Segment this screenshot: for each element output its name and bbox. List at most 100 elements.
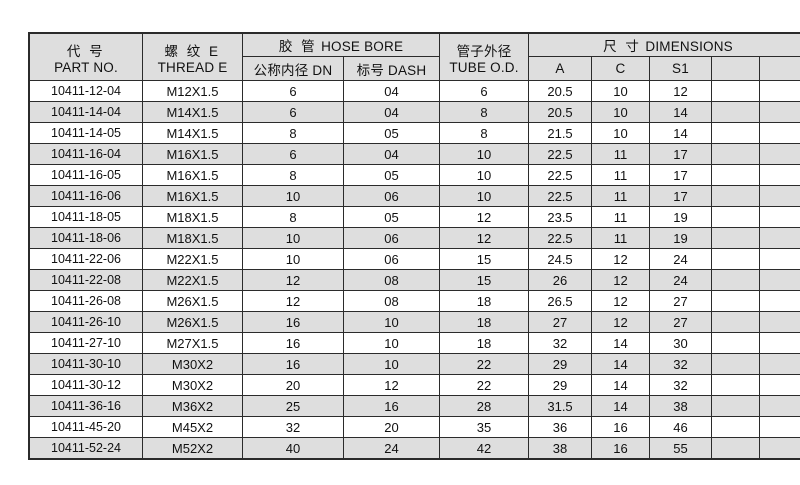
cell-dim-extra-1 [711, 206, 761, 228]
cell-dim-c: 12 [591, 290, 651, 312]
cell-part: 10411-14-04 [29, 101, 143, 123]
cell-dim-s1: 19 [649, 206, 713, 228]
header-part-no: 代 号 PART NO. [29, 33, 143, 81]
cell-tube: 18 [439, 290, 530, 312]
cell-dn: 40 [242, 437, 344, 459]
cell-tube: 18 [439, 332, 530, 354]
cell-dim-extra-2 [759, 332, 800, 354]
cell-dn: 16 [242, 311, 344, 333]
header-dim-a: A [528, 56, 593, 81]
specification-table: 代 号 PART NO. 螺 纹 E THREAD E 胶 管 HOSE BOR… [27, 32, 800, 460]
cell-dim-c: 16 [591, 416, 651, 438]
cell-dash: 16 [342, 395, 441, 417]
cell-dim-s1: 32 [649, 374, 713, 396]
cell-dn: 8 [242, 206, 344, 228]
cell-dim-extra-2 [759, 269, 800, 291]
cell-dash: 05 [342, 122, 441, 144]
header-hose-bore-en: HOSE BORE [321, 39, 404, 54]
cell-dim-a: 26.5 [528, 290, 593, 312]
cell-dash: 06 [342, 185, 441, 207]
cell-dash: 10 [342, 353, 441, 375]
header-thread: 螺 纹 E THREAD E [142, 33, 243, 81]
cell-dim-s1: 19 [649, 227, 713, 249]
cell-dn: 6 [242, 101, 344, 123]
cell-dn: 10 [242, 248, 344, 270]
cell-dn: 32 [242, 416, 344, 438]
cell-dash: 12 [342, 374, 441, 396]
cell-dim-a: 24.5 [528, 248, 593, 270]
cell-dim-extra-1 [711, 248, 761, 270]
cell-dim-extra-2 [759, 416, 800, 438]
cell-dim-c: 12 [591, 248, 651, 270]
header-thread-en: THREAD E [157, 59, 228, 75]
cell-part: 10411-30-12 [29, 374, 143, 396]
cell-dim-extra-1 [711, 311, 761, 333]
cell-tube: 18 [439, 311, 530, 333]
table-row: 10411-27-10 M27X1.5 16 10 18 32 14 30 [29, 332, 800, 354]
cell-dim-extra-2 [759, 248, 800, 270]
table-row: 10411-22-08 M22X1.5 12 08 15 26 12 24 [29, 269, 800, 291]
cell-dim-extra-1 [711, 185, 761, 207]
cell-dash: 05 [342, 164, 441, 186]
header-dn-cn: 公称内径 [253, 62, 309, 78]
table-row: 10411-36-16 M36X2 25 16 28 31.5 14 38 [29, 395, 800, 417]
table-row: 10411-16-04 M16X1.5 6 04 10 22.5 11 17 [29, 143, 800, 165]
cell-dim-a: 36 [528, 416, 593, 438]
cell-dim-extra-2 [759, 164, 800, 186]
cell-dim-c: 14 [591, 395, 651, 417]
cell-dash: 06 [342, 227, 441, 249]
cell-dash: 24 [342, 437, 441, 459]
cell-dim-a: 31.5 [528, 395, 593, 417]
cell-dim-c: 11 [591, 227, 651, 249]
cell-dash: 20 [342, 416, 441, 438]
header-part-no-en: PART NO. [54, 59, 118, 75]
cell-dim-extra-1 [711, 353, 761, 375]
cell-dim-s1: 32 [649, 353, 713, 375]
cell-tube: 8 [439, 122, 530, 144]
cell-thread: M52X2 [142, 437, 243, 459]
cell-dim-c: 12 [591, 269, 651, 291]
header-tube-od: 管子外径 TUBE O.D. [439, 33, 530, 81]
cell-part: 10411-30-10 [29, 353, 143, 375]
cell-dim-a: 21.5 [528, 122, 593, 144]
cell-dim-extra-1 [711, 374, 761, 396]
cell-tube: 10 [439, 185, 530, 207]
cell-thread: M16X1.5 [142, 185, 243, 207]
header-dimensions-en: DIMENSIONS [645, 39, 733, 54]
cell-thread: M16X1.5 [142, 164, 243, 186]
table-row: 10411-30-12 M30X2 20 12 22 29 14 32 [29, 374, 800, 396]
cell-dim-a: 20.5 [528, 80, 593, 102]
cell-dn: 12 [242, 269, 344, 291]
cell-part: 10411-16-04 [29, 143, 143, 165]
cell-dim-s1: 14 [649, 101, 713, 123]
cell-thread: M45X2 [142, 416, 243, 438]
cell-dim-extra-1 [711, 332, 761, 354]
cell-tube: 42 [439, 437, 530, 459]
cell-dim-a: 22.5 [528, 164, 593, 186]
cell-dash: 05 [342, 206, 441, 228]
cell-dim-extra-2 [759, 101, 800, 123]
table-row: 10411-18-05 M18X1.5 8 05 12 23.5 11 19 [29, 206, 800, 228]
cell-part: 10411-36-16 [29, 395, 143, 417]
cell-dim-extra-1 [711, 164, 761, 186]
cell-dim-extra-2 [759, 311, 800, 333]
cell-dim-s1: 17 [649, 185, 713, 207]
table-row: 10411-12-04 M12X1.5 6 04 6 20.5 10 12 [29, 80, 800, 102]
header-dim-c: C [591, 56, 651, 81]
cell-dim-a: 22.5 [528, 143, 593, 165]
table-row: 10411-26-08 M26X1.5 12 08 18 26.5 12 27 [29, 290, 800, 312]
header-tube-od-en: TUBE O.D. [449, 59, 519, 75]
cell-dim-extra-1 [711, 290, 761, 312]
cell-part: 10411-16-05 [29, 164, 143, 186]
cell-dim-c: 12 [591, 311, 651, 333]
header-dn: 公称内径 DN [242, 56, 344, 81]
cell-dim-extra-1 [711, 437, 761, 459]
cell-part: 10411-14-05 [29, 122, 143, 144]
table-row: 10411-52-24 M52X2 40 24 42 38 16 55 [29, 437, 800, 459]
cell-part: 10411-12-04 [29, 80, 143, 102]
table-body: 10411-12-04 M12X1.5 6 04 6 20.5 10 12 10411-14-0… [29, 80, 800, 459]
cell-dn: 12 [242, 290, 344, 312]
cell-tube: 28 [439, 395, 530, 417]
cell-dim-s1: 27 [649, 290, 713, 312]
